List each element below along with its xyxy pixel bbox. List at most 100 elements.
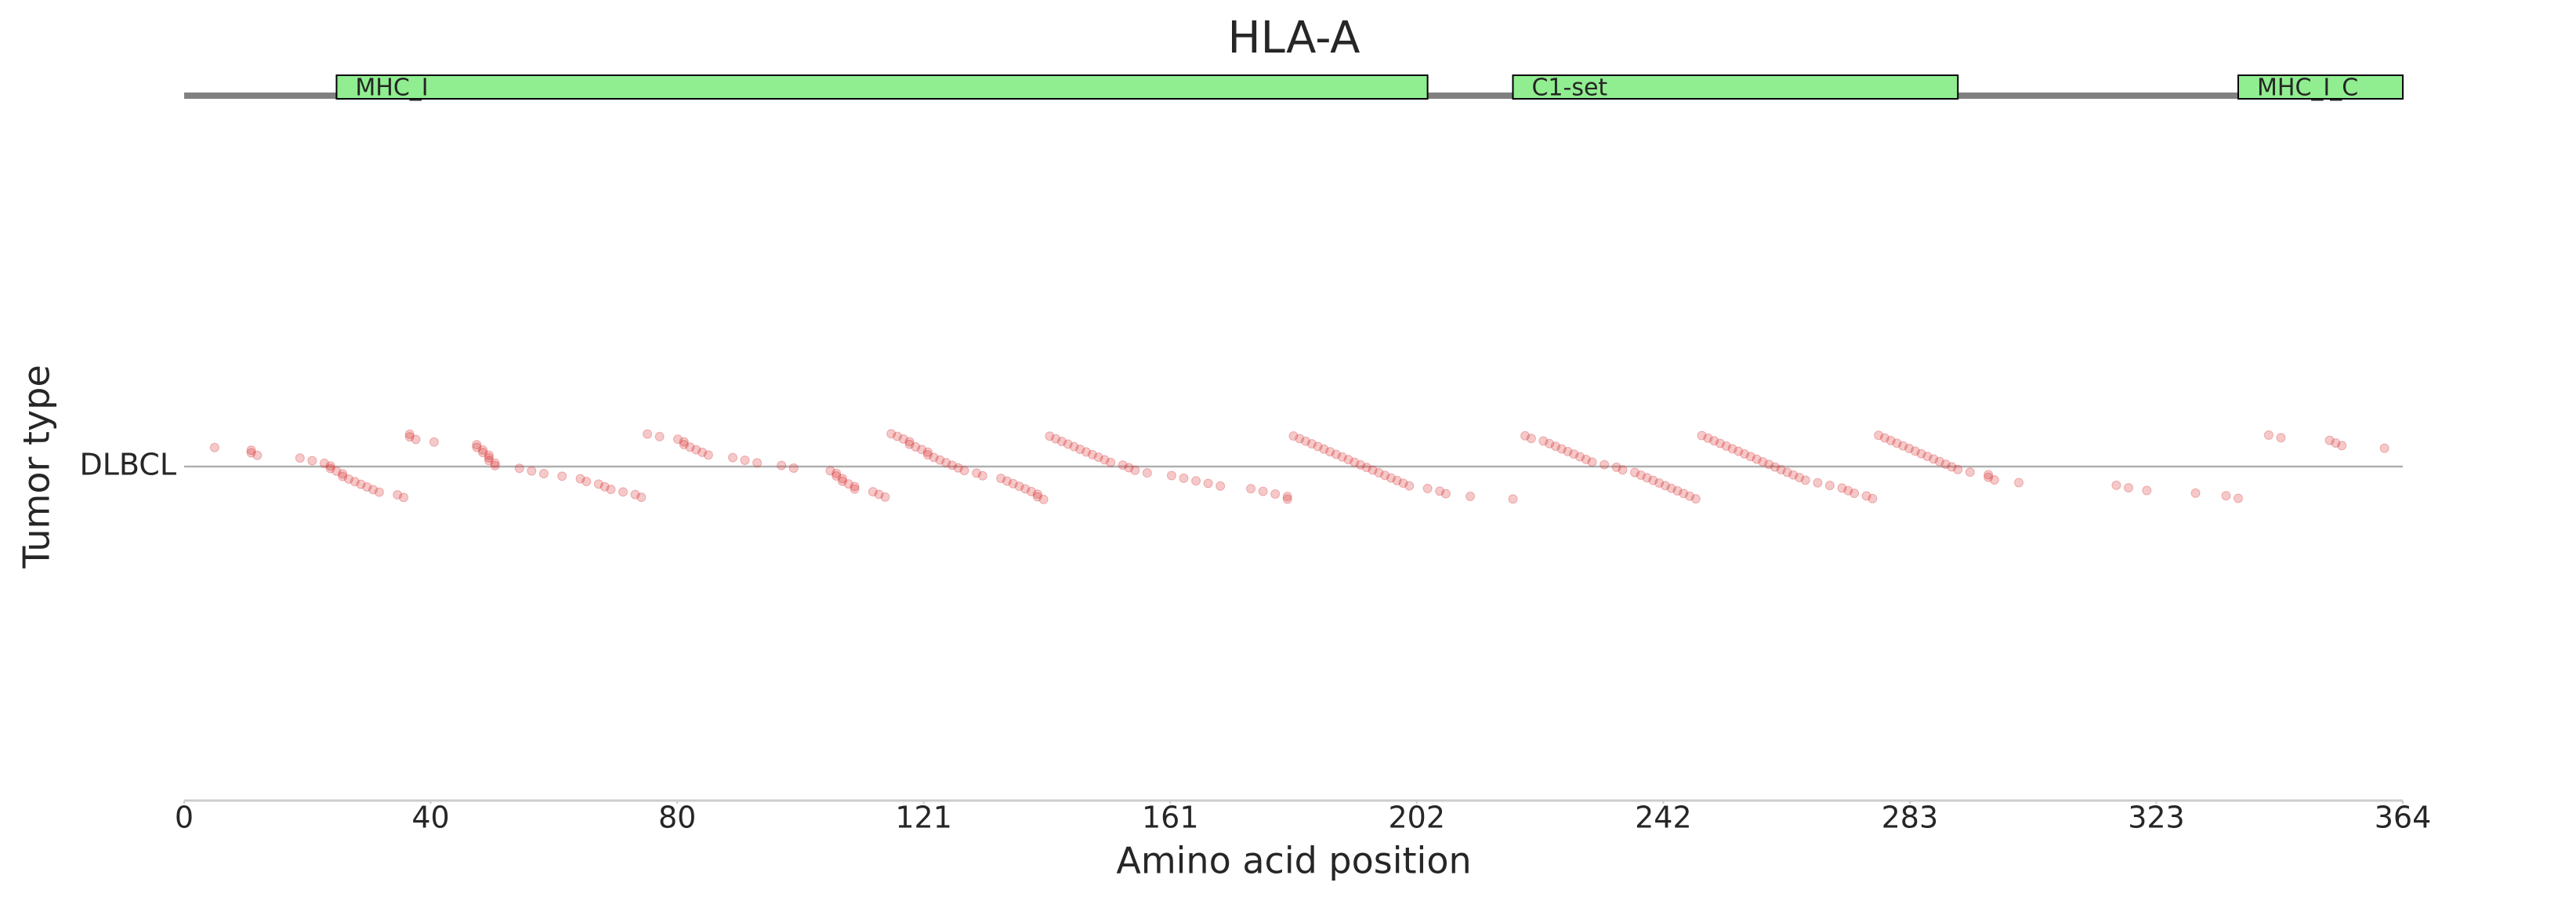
mutation-point (514, 463, 524, 474)
mutation-point (1124, 463, 1134, 473)
mutation-point (1008, 478, 1018, 489)
mutation-point (922, 447, 933, 457)
mutation-point (1374, 467, 1384, 478)
mutation-point (868, 487, 878, 497)
mutation-point (1618, 465, 1628, 475)
mutation-point (1081, 447, 1092, 457)
mutation-point (1630, 467, 1640, 478)
domain-box (2237, 74, 2404, 100)
mutation-point (1709, 436, 1719, 446)
mutation-point (697, 447, 708, 457)
mutation-point (1934, 456, 1944, 467)
domain-label: MHC_I_C (2257, 74, 2358, 102)
mutation-point (1904, 443, 1915, 453)
mutation-point (484, 452, 494, 463)
mutation-point (472, 440, 482, 450)
mutation-point (727, 452, 737, 463)
mutation-point (892, 431, 902, 441)
mutation-point (343, 474, 353, 484)
mutation-point (527, 466, 537, 476)
mutation-point (606, 485, 616, 495)
mutation-point (679, 439, 689, 449)
mutation-point (319, 458, 329, 468)
mutation-point (911, 441, 921, 452)
mutation-point (947, 460, 957, 470)
mutation-point (557, 471, 567, 481)
mutation-point (654, 431, 665, 441)
mutation-point (1258, 486, 1268, 496)
mutation-point (886, 429, 897, 439)
mutation-point (1697, 430, 1707, 441)
mutation-point (1545, 438, 1555, 449)
mutation-point (338, 469, 348, 479)
domain-label: C1-set (1531, 74, 1607, 102)
mutation-point (941, 458, 951, 468)
mutation-point (1703, 433, 1713, 443)
mutation-point (1587, 457, 1597, 467)
mutation-point (1679, 489, 1689, 499)
mutation-point (1087, 449, 1097, 459)
mutation-point (831, 471, 842, 481)
mutation-point (1435, 486, 1445, 496)
mutation-point (1850, 489, 1860, 499)
mutation-point (630, 489, 640, 499)
x-tick-label: 283 (1882, 801, 1939, 835)
mutation-point (636, 492, 647, 503)
mutation-point (1142, 468, 1152, 478)
mutation-point (1313, 441, 1323, 452)
mutation-point (1093, 452, 1103, 463)
mutation-point (1020, 484, 1031, 494)
mutation-point (1319, 444, 1329, 454)
mutation-point (777, 460, 787, 470)
mutation-point (2142, 485, 2152, 496)
mutation-point (404, 429, 415, 439)
mutation-point (1538, 436, 1549, 446)
x-tick-label: 364 (2375, 801, 2432, 835)
mutation-point (1282, 494, 1292, 504)
mutation-point (246, 448, 256, 458)
mutation-point (1216, 481, 1226, 491)
mutation-point (1800, 475, 1810, 485)
mutation-point (1776, 464, 1786, 474)
mutation-point (246, 445, 256, 456)
mutation-point (1508, 494, 1518, 504)
mutation-point (2276, 433, 2286, 443)
mutation-point (1788, 470, 1799, 480)
mutation-point (1337, 452, 1347, 462)
mutation-point (1575, 452, 1585, 462)
mutation-point (1874, 430, 1884, 441)
mutation-point (1666, 483, 1676, 493)
mutation-point (1910, 446, 1920, 456)
mutation-point (1038, 494, 1049, 504)
mutation-point (472, 442, 482, 452)
mutation-point (917, 445, 927, 455)
mutation-point (850, 481, 860, 492)
mutation-point (1984, 470, 1994, 480)
mutation-point (484, 456, 494, 466)
mutation-point (1203, 478, 1213, 489)
mutation-point (1892, 438, 1902, 449)
mutation-point (1569, 449, 1579, 459)
mutation-point (1100, 455, 1110, 465)
x-tick-label: 242 (1635, 801, 1692, 835)
mutation-point (825, 466, 835, 476)
x-tick-label: 323 (2128, 801, 2185, 835)
mutation-point (922, 449, 933, 459)
mutation-point (1868, 493, 1878, 503)
mutation-point (1745, 452, 1755, 462)
mutation-point (307, 456, 317, 466)
mutation-point (1782, 467, 1792, 478)
mutation-point (295, 453, 305, 463)
mutation-point (362, 481, 372, 492)
mutation-point (850, 484, 860, 494)
mutation-point (1764, 459, 1774, 470)
mutation-point (996, 474, 1006, 484)
mutation-point (1027, 486, 1037, 496)
mutation-point (2111, 480, 2121, 490)
mutation-point (332, 466, 342, 476)
mutation-point (1356, 459, 1366, 470)
mutation-point (1118, 460, 1128, 470)
mutation-point (1069, 441, 1079, 452)
mutation-point (972, 468, 982, 478)
mutation-point (2337, 441, 2347, 451)
